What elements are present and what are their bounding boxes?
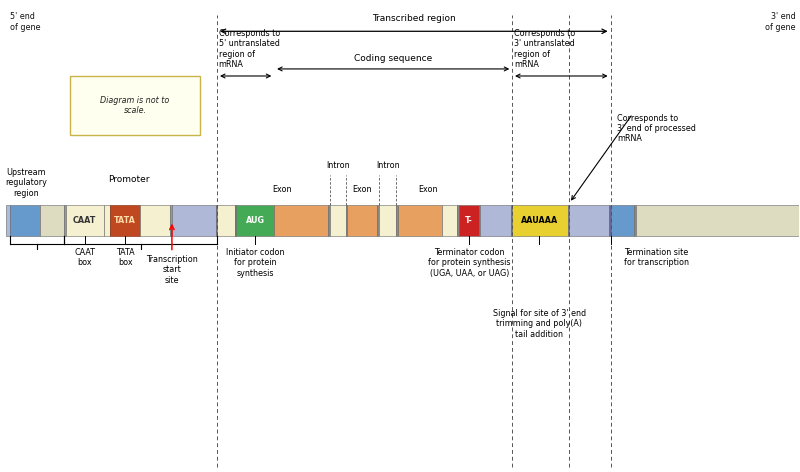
Text: Signal for site of 3' end
trimming and poly(A)
tail addition: Signal for site of 3' end trimming and p… bbox=[493, 309, 586, 339]
Text: Diagram is not to
scale.: Diagram is not to scale. bbox=[100, 96, 170, 115]
Text: Intron: Intron bbox=[326, 161, 350, 170]
Text: Transcription
start
site: Transcription start site bbox=[146, 255, 198, 285]
Bar bbox=[510, 205, 512, 236]
Text: Initiator codon
for protein
synthesis: Initiator codon for protein synthesis bbox=[226, 248, 285, 278]
Text: Promoter: Promoter bbox=[108, 175, 150, 184]
Bar bbox=[609, 205, 610, 236]
Text: Transcribed region: Transcribed region bbox=[372, 14, 456, 23]
Text: 3' end
of gene: 3' end of gene bbox=[765, 12, 795, 32]
Bar bbox=[64, 205, 66, 236]
Text: Upstream
regulatory
region: Upstream regulatory region bbox=[5, 168, 47, 198]
Bar bbox=[234, 205, 236, 236]
Text: Corresponds to
3' end of processed
mRNA: Corresponds to 3' end of processed mRNA bbox=[617, 114, 696, 143]
Text: T-: T- bbox=[465, 216, 473, 225]
Bar bbox=[442, 205, 458, 236]
Text: Exon: Exon bbox=[353, 185, 372, 194]
Bar bbox=[568, 205, 570, 236]
Bar bbox=[610, 205, 634, 236]
Bar bbox=[170, 205, 172, 236]
Bar bbox=[378, 205, 379, 236]
Text: Termination site
for transcription: Termination site for transcription bbox=[624, 248, 689, 267]
Bar bbox=[481, 205, 510, 236]
Bar bbox=[110, 205, 140, 236]
Text: CAAT: CAAT bbox=[73, 216, 96, 225]
Bar bbox=[236, 205, 274, 236]
Text: Corresponds to
3' untranslated
region of
mRNA: Corresponds to 3' untranslated region of… bbox=[514, 29, 575, 69]
Text: TATA: TATA bbox=[114, 216, 136, 225]
Bar bbox=[6, 205, 10, 236]
Bar bbox=[398, 205, 442, 236]
Text: Terminator codon
for protein synthesis
(UGA, UAA, or UAG): Terminator codon for protein synthesis (… bbox=[428, 248, 510, 278]
Bar bbox=[104, 205, 110, 236]
Text: Exon: Exon bbox=[273, 185, 292, 194]
Bar bbox=[328, 205, 330, 236]
Bar bbox=[330, 205, 346, 236]
Text: AUG: AUG bbox=[246, 216, 265, 225]
Bar bbox=[379, 205, 396, 236]
Text: Intron: Intron bbox=[376, 161, 399, 170]
Text: Corresponds to
5' untranslated
region of
mRNA: Corresponds to 5' untranslated region of… bbox=[218, 29, 280, 69]
Bar bbox=[217, 205, 234, 236]
Text: Exon: Exon bbox=[418, 185, 438, 194]
FancyBboxPatch shape bbox=[70, 76, 201, 135]
Text: CAAT
box: CAAT box bbox=[74, 248, 95, 267]
Bar bbox=[40, 205, 64, 236]
Bar bbox=[346, 205, 347, 236]
Text: TATA
box: TATA box bbox=[116, 248, 134, 267]
Bar bbox=[66, 205, 104, 236]
Bar bbox=[10, 205, 40, 236]
Bar bbox=[458, 205, 459, 236]
Bar bbox=[274, 205, 328, 236]
Bar bbox=[215, 205, 217, 236]
Bar bbox=[634, 205, 636, 236]
Bar bbox=[459, 205, 479, 236]
Bar bbox=[140, 205, 170, 236]
Bar bbox=[636, 205, 799, 236]
Bar bbox=[570, 205, 609, 236]
Text: 5' end
of gene: 5' end of gene bbox=[10, 12, 41, 32]
Text: Coding sequence: Coding sequence bbox=[354, 54, 432, 63]
Bar bbox=[396, 205, 398, 236]
Bar bbox=[347, 205, 378, 236]
Bar bbox=[479, 205, 481, 236]
Bar bbox=[512, 205, 568, 236]
Bar bbox=[172, 205, 215, 236]
Text: AAUAAA: AAUAAA bbox=[522, 216, 558, 225]
